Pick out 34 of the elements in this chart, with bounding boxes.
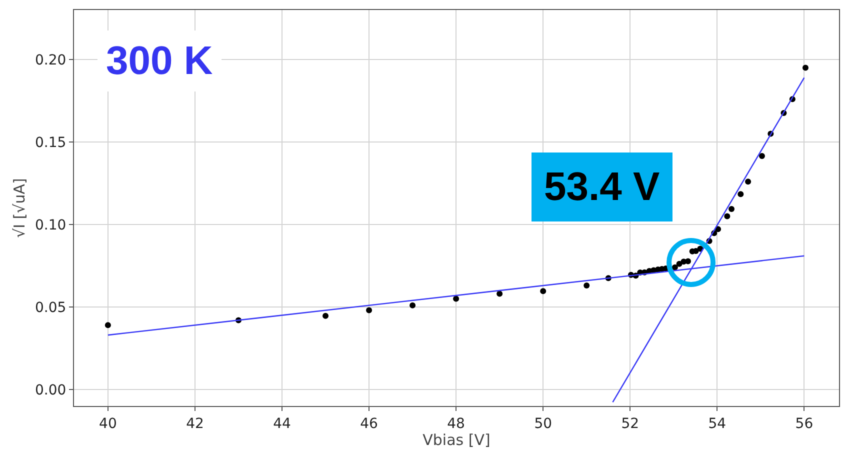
point [672, 264, 678, 270]
x-tick-label: 46 [360, 416, 378, 432]
x-axis-title: Vbias [V] [422, 431, 490, 449]
point [745, 178, 752, 185]
y-axis-title: √I [√uA] [10, 178, 28, 238]
point [540, 288, 546, 294]
point [496, 290, 503, 297]
point [728, 206, 735, 212]
point [366, 307, 372, 314]
x-tick-label: 48 [447, 416, 465, 432]
y-tick-label: 0.20 [35, 52, 66, 68]
x-tick-label: 52 [621, 416, 640, 432]
y-tick-label: 0.05 [35, 300, 66, 316]
point [802, 64, 808, 71]
point [410, 302, 416, 308]
point [584, 282, 590, 289]
point [104, 322, 111, 328]
x-tick-label: 54 [708, 416, 726, 432]
point [758, 153, 765, 160]
y-tick-label: 0.10 [35, 217, 66, 234]
x-tick-label: 56 [795, 416, 814, 432]
point [738, 191, 744, 198]
y-tick-label: 0.00 [35, 382, 66, 398]
x-tick-label: 50 [534, 416, 552, 432]
point [453, 296, 460, 302]
annotation: 300 K [106, 39, 213, 83]
x-tick-label: 42 [186, 416, 204, 432]
annotation: 53.4 V [544, 165, 660, 209]
point [685, 258, 691, 264]
y-tick-label: 0.15 [35, 134, 66, 151]
point [322, 312, 329, 319]
point [724, 213, 730, 220]
x-tick-label: 40 [99, 416, 117, 432]
x-tick-label: 44 [273, 416, 291, 432]
